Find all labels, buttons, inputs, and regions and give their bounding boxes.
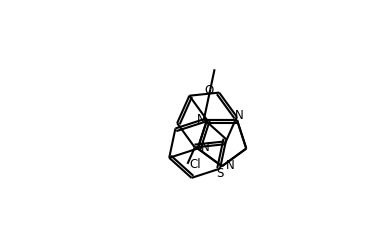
Text: N: N: [202, 141, 210, 153]
Text: O: O: [205, 84, 214, 97]
Text: N: N: [197, 112, 205, 125]
Text: N: N: [226, 158, 234, 171]
Text: S: S: [216, 166, 224, 179]
Text: Cl: Cl: [190, 158, 201, 171]
Text: N: N: [235, 108, 243, 121]
